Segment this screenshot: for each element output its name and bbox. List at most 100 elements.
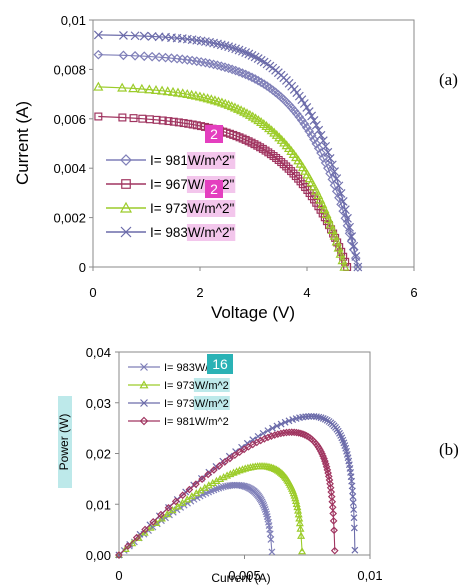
data-point: [295, 514, 304, 522]
data-point: [164, 117, 173, 126]
plot-frame: [92, 19, 415, 268]
legend-marker: [140, 399, 148, 407]
data-point: [220, 458, 229, 466]
data-point: [321, 141, 331, 151]
data-point: [307, 111, 317, 121]
data-point: [158, 116, 167, 125]
y-tick-label: 0,03: [86, 396, 111, 411]
data-point: [284, 164, 293, 173]
data-point: [352, 262, 363, 272]
data-point: [269, 424, 276, 432]
series-triangle: [93, 81, 350, 271]
series-x: [115, 412, 359, 559]
data-point: [297, 531, 306, 539]
data-point: [136, 83, 147, 93]
data-point: [335, 248, 346, 258]
data-point: [305, 412, 313, 420]
data-point: [139, 31, 149, 41]
data-point: [149, 518, 158, 526]
x-axis-title: Current (A): [211, 571, 270, 585]
data-point: [323, 416, 331, 424]
x-tick-label: 0: [115, 568, 122, 583]
power-chart: 0,00 0,01 0,02 0,03 0,04 0 0,005 0,01 Current (A…: [57, 345, 383, 585]
legend-highlight: [193, 396, 230, 410]
data-point: [313, 143, 324, 154]
y-tick-label: 0,01: [61, 13, 86, 28]
data-point: [217, 484, 225, 491]
data-point: [281, 418, 289, 426]
data-point: [188, 120, 197, 129]
badge-box: [207, 354, 233, 374]
data-point: [264, 433, 272, 442]
data-point: [319, 415, 327, 422]
data-point: [157, 510, 165, 519]
data-point: [259, 500, 267, 508]
y-axis-title: Current (A): [13, 101, 32, 185]
x-tick-label: 2: [196, 285, 203, 300]
series-diamond: [115, 428, 339, 559]
legend-entry: I= 973 W/m^2: [128, 396, 230, 410]
data-point: [154, 52, 164, 62]
data-point: [219, 472, 228, 481]
data-point: [130, 31, 140, 41]
y-tick-label: 0,002: [53, 211, 86, 226]
data-point: [174, 118, 183, 127]
annotation-badge: 2: [205, 125, 223, 143]
data-point: [321, 415, 329, 423]
data-point: [210, 466, 218, 474]
data-point: [212, 476, 221, 484]
data-point: [304, 126, 315, 137]
data-point: [277, 158, 286, 167]
data-point: [350, 524, 358, 532]
data-point: [334, 181, 344, 191]
data-point: [177, 88, 188, 98]
data-point: [321, 209, 332, 219]
data-point: [327, 488, 336, 496]
data-point: [282, 162, 291, 171]
data-point: [314, 125, 324, 135]
data-point: [274, 155, 283, 164]
x-tick-label: 0,01: [357, 568, 382, 583]
data-point: [117, 82, 128, 92]
data-point: [287, 167, 296, 176]
data-point: [216, 474, 225, 483]
data-point: [115, 551, 123, 559]
y-tick-label: 0: [79, 260, 86, 275]
panel-label-b: (b): [439, 440, 459, 459]
x-axis-title: Voltage (V): [211, 303, 295, 322]
data-point: [349, 499, 357, 507]
data-point: [326, 479, 334, 488]
legend-label-units: W/m^2: [195, 398, 229, 410]
badge-box: [205, 125, 223, 143]
series-line: [118, 431, 336, 556]
x-tick-label: 4: [303, 285, 310, 300]
data-point: [315, 194, 326, 204]
y-tick-label: 0,006: [53, 112, 86, 127]
data-point: [157, 85, 168, 95]
data-point: [311, 138, 322, 149]
data-point: [350, 514, 358, 522]
data-point: [190, 495, 198, 503]
data-point: [204, 481, 213, 489]
legend-label-units: W/m^2: [195, 416, 229, 428]
data-point: [351, 252, 361, 261]
data-point: [226, 469, 235, 478]
legend-marker: [120, 154, 132, 166]
data-point: [261, 506, 269, 513]
data-point: [285, 428, 294, 437]
data-point: [229, 468, 238, 476]
data-point: [93, 30, 103, 40]
data-point: [325, 476, 334, 484]
data-point: [268, 548, 276, 556]
data-point: [297, 95, 307, 105]
data-point: [132, 533, 141, 542]
data-point: [299, 119, 310, 129]
data-point: [183, 495, 192, 503]
data-point: [261, 503, 268, 511]
data-point: [178, 498, 187, 506]
data-point: [301, 122, 312, 133]
data-point: [337, 255, 348, 265]
data-point: [163, 510, 172, 518]
data-point: [192, 480, 200, 489]
data-point: [306, 130, 317, 141]
